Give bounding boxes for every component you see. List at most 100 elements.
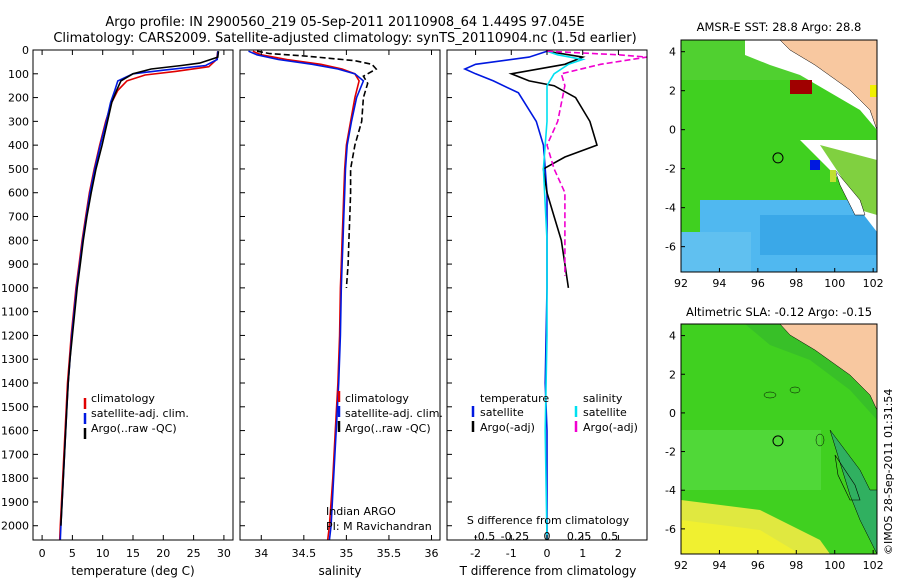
depth-tick-label: 1100	[1, 306, 29, 319]
sst-map-xtick-label: 94	[712, 277, 726, 290]
sst-map-xtick-label: 102	[863, 277, 884, 290]
salinity-legend-argo: Argo(..raw -QC)	[345, 422, 431, 435]
sst-map-title: AMSR-E SST: 28.8 Argo: 28.8	[697, 20, 862, 34]
sla-map-ytick-label: -4	[665, 484, 676, 497]
difference-series-s-argo	[546, 50, 648, 276]
temperature-xlabel: temperature (deg C)	[71, 564, 194, 578]
sst-map-ytick-label: -4	[665, 202, 676, 215]
depth-tick-label: 1900	[1, 496, 29, 509]
sst-map-xtick-label: 96	[751, 277, 765, 290]
sst-map-ytick-label: 4	[669, 46, 676, 59]
difference-legend-tsat: satellite	[480, 406, 524, 419]
sla-map-xtick-label: 100	[824, 559, 845, 572]
salinity-annotation-2: PI: M Ravichandran	[326, 520, 432, 533]
sla-map-ytick-label: -2	[665, 446, 676, 459]
salinity-xtick-label: 35.5	[377, 547, 402, 560]
difference-legend-stitle: salinity	[583, 392, 623, 405]
depth-tick-label: 100	[8, 68, 29, 81]
temperature-panel: 0 5 10 15 20 25 30 0 100 200 300 400 500 600 700 800 90…	[1, 44, 234, 578]
temperature-series-climatology	[58, 51, 219, 541]
depth-tick-label: 0	[22, 44, 29, 57]
salinity-series-argo	[256, 50, 378, 288]
temperature-xtick-label: 20	[156, 547, 170, 560]
difference-stick-label: 0.5	[601, 530, 619, 543]
depth-tick-label: 700	[8, 211, 29, 224]
difference-xlabel-top: S difference from climatology	[467, 514, 630, 527]
salinity-annotation-1: Indian ARGO	[326, 505, 396, 518]
salinity-series-climatology	[252, 50, 360, 541]
temperature-series-satellite	[59, 51, 219, 541]
sla-map-xtick-label: 94	[712, 559, 726, 572]
sla-map-ytick-label: -6	[665, 523, 676, 536]
salinity-legend-sat: satellite-adj. clim.	[345, 407, 443, 420]
sst-map-ytick-label: 0	[669, 124, 676, 137]
difference-series-t-satellite	[462, 50, 548, 540]
depth-tick-label: 400	[8, 139, 29, 152]
difference-legend-sargo: Argo(-adj)	[583, 421, 638, 434]
difference-stick-label: 0	[544, 530, 551, 543]
sla-map-panel: Altimetric SLA: -0.12 Argo: -0.15 92 94 96…	[665, 305, 884, 572]
temperature-xtick-label: 30	[217, 547, 231, 560]
salinity-legend-clim: climatology	[345, 392, 409, 405]
depth-tick-label: 800	[8, 234, 29, 247]
depth-tick-label: 500	[8, 163, 29, 176]
depth-tick-label: 1700	[1, 448, 29, 461]
temperature-xtick-label: 5	[69, 547, 76, 560]
sla-map-ytick-label: 0	[669, 407, 676, 420]
temperature-xtick-label: 25	[187, 547, 201, 560]
salinity-xtick-label: 34	[254, 547, 268, 560]
sla-map-ytick-label: 4	[669, 330, 676, 343]
difference-panel: -2 -1 0 1 2 -0.5 -0.25 0 0.25 0.5 S difference f…	[446, 49, 648, 578]
header-line1: Argo profile: IN 2900560_219 05-Sep-2011…	[105, 15, 584, 30]
salinity-legend: climatology satellite-adj. clim. Argo(..…	[337, 391, 443, 435]
sla-map-argo-marker	[772, 435, 784, 447]
sst-map-ytick-label: -2	[665, 163, 676, 176]
depth-tick-label: 1800	[1, 472, 29, 485]
depth-tick-label: 300	[8, 115, 29, 128]
difference-stick-label: -0.25	[501, 530, 529, 543]
difference-xlabel: T difference from climatology	[459, 564, 637, 578]
depth-tick-label: 1400	[1, 377, 29, 390]
difference-xtick-label: 1	[579, 547, 586, 560]
depth-tick-label: 1600	[1, 425, 29, 438]
depth-tick-label: 2000	[1, 520, 29, 533]
salinity-xlabel: salinity	[318, 564, 361, 578]
difference-legend-ssat: satellite	[583, 406, 627, 419]
salinity-panel: 34 34.5 35 35.5 36 salinity climatology sate…	[239, 49, 443, 578]
temperature-legend: climatology satellite-adj. clim. Argo(..…	[83, 392, 189, 439]
sla-map-xtick-label: 96	[751, 559, 765, 572]
sla-map-title: Altimetric SLA: -0.12 Argo: -0.15	[686, 305, 872, 319]
temperature-xtick-label: 0	[39, 547, 46, 560]
difference-stick-label: -0.5	[474, 530, 495, 543]
difference-xtick-label: 2	[615, 547, 622, 560]
temperature-xtick-label: 10	[96, 547, 110, 560]
temperature-legend-sat: satellite-adj. clim.	[91, 407, 189, 420]
difference-legend-ttitle: temperature	[480, 392, 549, 405]
sst-map-panel: AMSR-E SST: 28.8 Argo: 28.8 92 94 96 98 100 1…	[665, 20, 884, 290]
salinity-xtick-label: 36	[424, 547, 438, 560]
salinity-series-satellite	[248, 50, 365, 541]
difference-xtick-label: -1	[506, 547, 517, 560]
difference-xtick-label: 0	[544, 547, 551, 560]
depth-tick-label: 1500	[1, 401, 29, 414]
difference-stick-label: 0.25	[567, 530, 592, 543]
salinity-xtick-label: 35	[339, 547, 353, 560]
depth-tick-label: 1300	[1, 353, 29, 366]
temperature-legend-argo: Argo(..raw -QC)	[91, 422, 177, 435]
depth-tick-label: 1200	[1, 329, 29, 342]
difference-series-t-argo	[508, 50, 598, 289]
sla-map-xtick-label: 92	[674, 559, 688, 572]
depth-tick-label: 900	[8, 258, 29, 271]
sst-map-xtick-label: 92	[674, 277, 688, 290]
sla-map-xtick-label: 102	[863, 559, 884, 572]
depth-tick-label: 200	[8, 92, 29, 105]
difference-legend: temperature salinity satellite Argo(-adj…	[471, 392, 638, 434]
header-line2: Climatology: CARS2009. Satellite-adjuste…	[53, 31, 636, 46]
salinity-xtick-label: 34.5	[292, 547, 317, 560]
sst-map-ytick-label: 2	[669, 85, 676, 98]
sla-map-xtick-label: 98	[789, 559, 803, 572]
sla-map-ytick-label: 2	[669, 368, 676, 381]
difference-xtick-label: -2	[470, 547, 481, 560]
difference-legend-targo: Argo(-adj)	[480, 421, 535, 434]
